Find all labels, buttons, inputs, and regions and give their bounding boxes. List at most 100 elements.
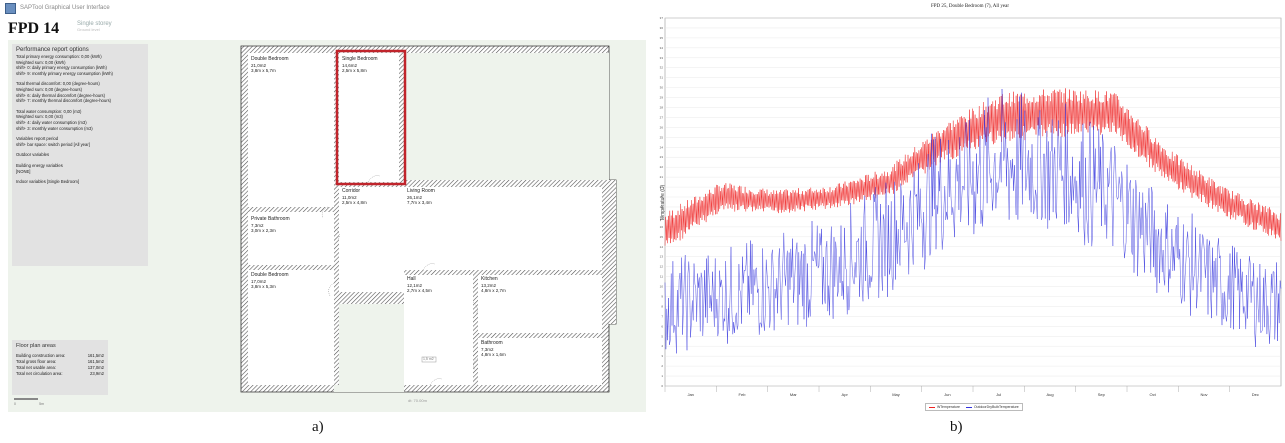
y-tick-label: 19: [660, 195, 664, 199]
x-tick-label: Dec: [1252, 392, 1259, 397]
y-tick-label: 21: [660, 175, 664, 179]
room-living-room[interactable]: Living Room 26,1m2 7,7m x 3,4m: [407, 188, 435, 205]
areas-heading: Floor plan areas: [16, 343, 56, 349]
y-tick-label: 12: [660, 265, 664, 269]
walls: [240, 45, 617, 393]
room-double-bedroom-2[interactable]: Double Bedroom 17,0m2 3,8m x 5,3m: [251, 272, 289, 289]
series-indoor-line: [664, 88, 1282, 246]
y-tick-label: 34: [660, 46, 664, 50]
series-outdoor-line: [664, 88, 1282, 354]
y-tick-label: 33: [660, 56, 664, 60]
x-tick-label: Aug: [1046, 392, 1053, 397]
floor-areas-panel: Floor plan areas Building construction a…: [12, 340, 108, 395]
option-line: shift+ 4: daily water consumption (m3): [16, 119, 87, 125]
option-line: Weighted sum: 0,00 (kWh): [16, 59, 66, 65]
y-tick-label: 31: [660, 76, 664, 80]
options-lines: Total primary energy consumption: 0,00 (…: [16, 54, 144, 185]
room-single-bedroom[interactable]: Single Bedroom 14,6m2 2,5m x 5,8m: [342, 56, 378, 73]
option-line: Total water consumption: 0,00 (m3): [16, 108, 82, 114]
door-swings: [321, 175, 479, 386]
x-tick-label: Mar: [790, 392, 798, 397]
x-tick-label: May: [892, 392, 900, 397]
chart-legend: WTemperature OutdoorDryBulbTemperature: [925, 403, 1023, 411]
y-tick-label: 8: [661, 304, 663, 308]
plan-title: FPD 14: [8, 20, 60, 37]
y-tick-label: 10: [660, 285, 664, 289]
y-tick-label: 36: [660, 26, 664, 30]
y-tick-label: 29: [660, 96, 664, 100]
y-tick-label: 11: [660, 275, 663, 279]
y-tick-label: 26: [660, 125, 664, 129]
x-tick-label: Jan: [687, 392, 693, 397]
floor-plan[interactable]: [8, 40, 646, 412]
option-line: shift+ 9: monthly primary energy consump…: [16, 70, 113, 76]
app-title-bar: SAPTool Graphical User Interface: [5, 2, 110, 14]
area-row: Building construction area: 161,5m2: [16, 353, 104, 359]
area-value: 161,5m2: [87, 353, 104, 358]
y-tick-label: 9: [661, 294, 663, 298]
area-value: 137,0m2: [87, 365, 104, 370]
selected-room-outline: [335, 49, 407, 186]
plan-canvas[interactable]: Performance report options Total primary…: [8, 40, 646, 412]
y-tick-label: 13: [660, 255, 664, 259]
room-double-bedroom-1[interactable]: Double Bedroom 21,0m2 3,8m x 5,7m: [251, 56, 289, 73]
area-label: Total net usable area:: [16, 365, 57, 370]
area-label: Building construction area:: [16, 353, 66, 358]
area-value: 161,5m2: [87, 359, 104, 364]
temperature-chart-panel: FPD 25, Double Bedroom (7), All year Tem…: [655, 0, 1285, 415]
y-tick-label: 28: [660, 106, 664, 110]
y-tick-label: 32: [660, 66, 664, 70]
y-tick-label: 14: [660, 245, 664, 249]
x-tick-label: Feb: [739, 392, 747, 397]
room-private-bathroom[interactable]: Private Bathroom 7,3m2 3,0m x 2,3m: [251, 216, 290, 233]
y-tick-label: 3: [661, 354, 663, 358]
app-icon: [5, 2, 16, 14]
y-tick-label: 27: [660, 115, 664, 119]
room-hall[interactable]: Hall 12,1m2 2,7m x 4,5m: [407, 276, 432, 293]
area-row: Total net circulation area: 23,9m2: [16, 371, 104, 377]
storey-sub: Ground level: [77, 27, 100, 32]
caption-a: a): [312, 419, 324, 435]
y-tick-label: 4: [661, 344, 663, 348]
y-tick-label: 16: [660, 225, 664, 229]
storey-name: Single storey: [77, 21, 112, 27]
y-tick-label: 22: [660, 165, 664, 169]
y-tick-label: 25: [660, 135, 664, 139]
x-tick-label: Jun: [944, 392, 950, 397]
legend-item-outdoor: OutdoorDryBulbTemperature: [965, 405, 1019, 409]
option-line: Weighted sum: 0,00 (m3): [16, 114, 63, 120]
option-line: Total thermal discomfort: 0,00 (degree-h…: [16, 81, 100, 87]
option-line: Variables report period: [16, 136, 59, 142]
y-tick-label: 6: [661, 324, 663, 328]
zoom-label: dt: 70.00m: [408, 398, 427, 403]
x-tick-label: Apr: [842, 392, 849, 397]
option-line: [NONE]: [16, 168, 31, 174]
y-tick-label: 17: [660, 215, 664, 219]
y-tick-label: 5: [661, 334, 663, 338]
room-corridor[interactable]: Corridor 11,0m2 2,5m x 4,8m: [342, 188, 367, 205]
areas-rows: Building construction area: 161,5m2 Total …: [16, 353, 104, 377]
scale-start: 0: [14, 402, 16, 406]
storey-label: Single storey Ground level: [77, 21, 112, 33]
area-label: Total gross floor area:: [16, 359, 57, 364]
scale-labels: 0 5m: [14, 402, 44, 406]
y-tick-label: 23: [660, 155, 664, 159]
scale-bar: [14, 398, 38, 400]
area-row: Total net usable area: 137,0m2: [16, 365, 104, 371]
option-line: Indoor variables [Single Bedroom]: [16, 179, 80, 185]
y-tick-label: 1: [661, 374, 663, 378]
y-tick-label: 2: [661, 364, 663, 368]
y-tick-label: 30: [660, 86, 664, 90]
y-tick-label: 0: [661, 384, 663, 388]
option-line: shift+ 6: daily thermal discomfort (degr…: [16, 92, 106, 98]
options-heading: Performance report options: [16, 47, 89, 53]
y-tick-label: 18: [660, 205, 664, 209]
room-bathroom[interactable]: Bathroom 7,3m2 4,8m x 1,6m: [481, 340, 506, 357]
room-kitchen[interactable]: Kitchen 13,2m2 4,8m x 2,7m: [481, 276, 506, 293]
y-tick-label: 15: [660, 235, 664, 239]
app-title: SAPTool Graphical User Interface: [20, 5, 110, 11]
y-tick-label: 24: [660, 145, 664, 149]
performance-options-panel: Performance report options Total primary…: [12, 44, 148, 266]
plot-area: [664, 17, 1282, 387]
x-tick-label: Jul: [996, 392, 1001, 397]
